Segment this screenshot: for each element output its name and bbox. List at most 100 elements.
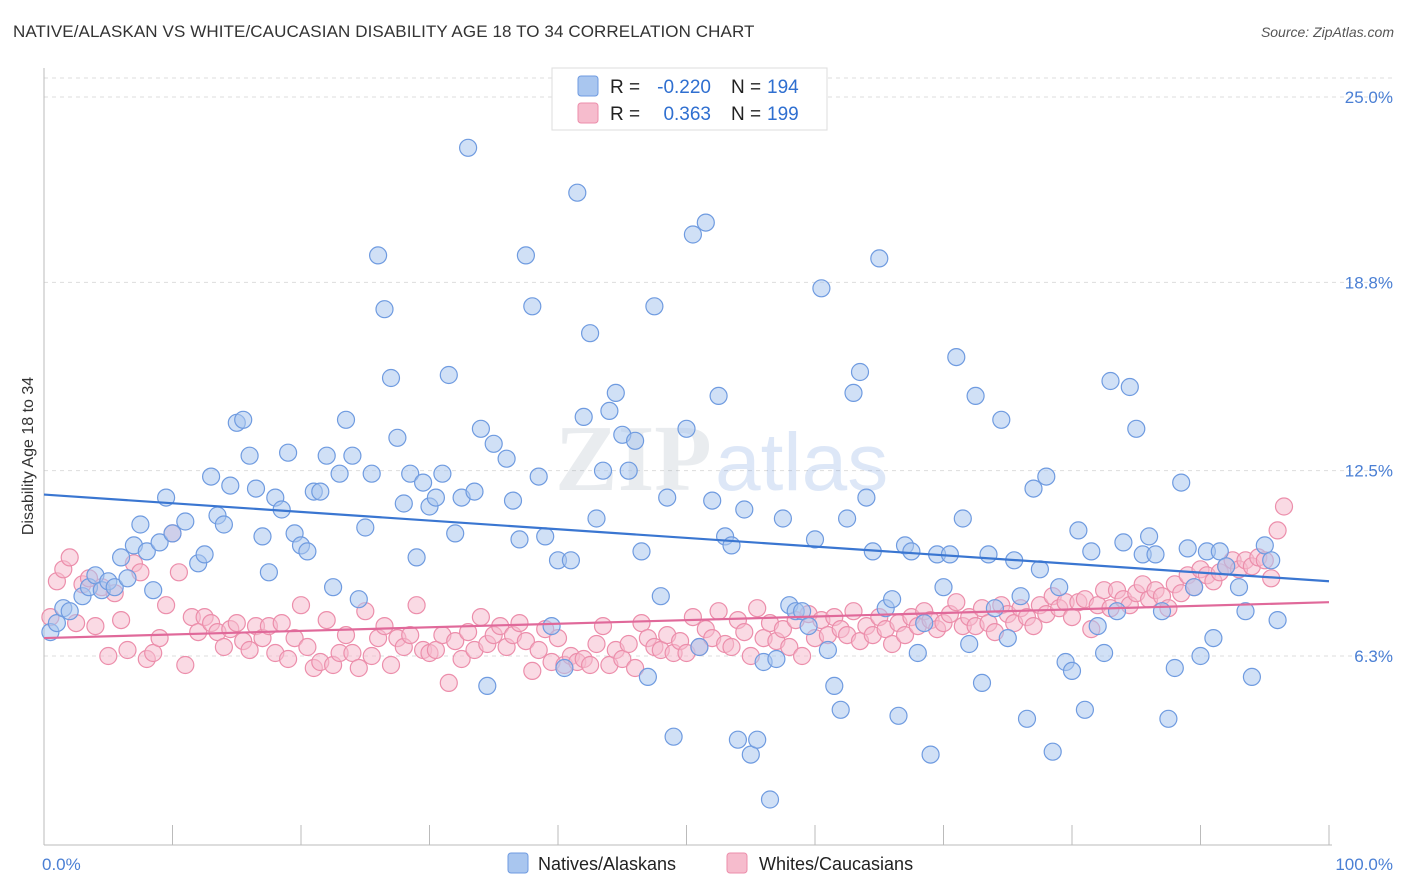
whites-caucasians-point-141: [947, 593, 966, 612]
whites-caucasians-point-85: [587, 634, 606, 654]
natives-alaskans-points: [41, 138, 1287, 809]
whites-caucasians-point-89: [613, 649, 632, 669]
natives-alaskans-point-16: [150, 533, 169, 552]
natives-alaskans-point-140: [972, 673, 992, 693]
whites-caucasians-point-47: [343, 643, 362, 663]
natives-alaskans-point-22: [202, 467, 221, 486]
natives-alaskans-point-98: [703, 491, 722, 510]
legend-n-value-1: 194: [767, 77, 799, 98]
natives-alaskans-point-183: [1262, 551, 1281, 570]
whites-caucasians-points: [41, 497, 1294, 693]
natives-alaskans-point-161: [1107, 602, 1127, 621]
natives-alaskans-point-71: [523, 297, 542, 316]
whites-caucasians-point-108: [735, 622, 754, 642]
natives-alaskans-point-90: [645, 297, 664, 316]
whites-caucasians-point-21: [176, 655, 195, 675]
whites-caucasians-point-133: [895, 625, 915, 645]
whites-caucasians-point-57: [407, 596, 426, 615]
natives-alaskans-point-136: [947, 348, 966, 367]
natives-alaskans-trend-line: [43, 493, 1330, 583]
natives-alaskans-point-134: [934, 578, 953, 597]
whites-caucasians-point-48: [349, 658, 368, 678]
natives-alaskans-point-130: [908, 643, 927, 663]
natives-alaskans-point-67: [497, 449, 516, 468]
natives-alaskans-point-31: [259, 563, 278, 582]
natives-alaskans-point-172: [1178, 539, 1197, 558]
natives-alaskans-point-41: [324, 578, 343, 597]
natives-alaskans-point-48: [369, 246, 388, 265]
natives-alaskans-point-117: [825, 676, 844, 696]
whites-caucasians-point-91: [625, 658, 645, 678]
natives-alaskans-point-105: [748, 730, 767, 749]
whites-caucasians-point-86: [593, 616, 613, 636]
whites-caucasians-point-18: [157, 596, 176, 615]
natives-alaskans-point-30: [253, 527, 272, 546]
whites-caucasians-point-117: [792, 646, 812, 666]
whites-caucasians-point-20: [169, 563, 188, 582]
natives-alaskans-point-43: [336, 410, 356, 429]
natives-alaskans-point-127: [889, 706, 908, 725]
whites-caucasians-point-27: [214, 637, 233, 657]
x-axis-tick-marks: [43, 825, 1330, 845]
natives-alaskans-point-151: [1043, 742, 1062, 761]
natives-alaskans-point-78: [568, 183, 587, 202]
natives-alaskans-point-44: [343, 446, 362, 465]
whites-caucasians-point-73: [510, 613, 529, 633]
natives-alaskans-point-115: [812, 279, 831, 298]
natives-alaskans-point-169: [1159, 709, 1178, 728]
legend-r-label-1: R =: [610, 77, 640, 98]
whites-caucasians-point-43: [317, 610, 336, 630]
natives-alaskans-point-138: [960, 634, 979, 654]
whites-caucasians-point-52: [375, 616, 394, 636]
whites-caucasians-point-37: [279, 649, 298, 669]
natives-alaskans-point-11: [118, 569, 137, 588]
whites-caucasians-point-115: [780, 637, 799, 657]
natives-alaskans-point-116: [818, 640, 838, 660]
natives-alaskans-point-53: [401, 464, 420, 483]
natives-alaskans-point-176: [1204, 628, 1223, 648]
whites-caucasians-point-53: [381, 655, 401, 675]
natives-alaskans-point-84: [606, 383, 625, 402]
whites-caucasians-point-76: [529, 640, 548, 660]
natives-alaskans-point-137: [953, 509, 972, 528]
natives-alaskans-point-69: [510, 530, 529, 549]
natives-alaskans-point-142: [985, 599, 1005, 618]
legend-series-natives: Natives/Alaskans: [538, 854, 676, 874]
legend-swatch-blue: [577, 75, 599, 97]
natives-alaskans-point-181: [1242, 667, 1262, 687]
legend-n-value-2: 199: [767, 104, 799, 125]
natives-alaskans-point-9: [105, 578, 124, 597]
whites-caucasians-point-100: [683, 607, 703, 627]
natives-alaskans-point-152: [1050, 578, 1069, 597]
natives-alaskans-point-14: [137, 542, 156, 561]
natives-alaskans-point-163: [1120, 377, 1139, 397]
natives-alaskans-point-120: [844, 383, 863, 402]
whites-caucasians-point-131: [882, 634, 902, 654]
y-tick-label-0: 6.3%: [1354, 647, 1393, 666]
whites-caucasians-point-92: [632, 613, 651, 633]
watermark: ZIP atlas: [555, 407, 888, 511]
natives-alaskans-point-174: [1191, 646, 1210, 666]
bottom-legend-swatch-blue: [507, 852, 529, 874]
whites-caucasians-point-23: [189, 622, 208, 642]
natives-alaskans-point-80: [580, 324, 600, 343]
whites-caucasians-trend-line: [43, 601, 1330, 640]
whites-caucasians-point-114: [773, 619, 793, 639]
natives-alaskans-point-171: [1172, 473, 1191, 492]
x-tick-label-min: 0.0%: [42, 855, 81, 874]
natives-alaskans-point-99: [709, 386, 728, 405]
natives-alaskans-point-3: [60, 602, 79, 621]
natives-alaskans-point-45: [349, 590, 368, 609]
natives-alaskans-point-73: [536, 527, 555, 546]
natives-alaskans-point-39: [311, 482, 330, 501]
whites-caucasians-point-9: [99, 646, 118, 666]
y-tick-label-3: 25.0%: [1345, 88, 1393, 107]
stats-legend: R = -0.220 N = 194 R = 0.363 N = 199: [551, 67, 828, 131]
legend-r-label-2: R =: [610, 104, 640, 125]
natives-alaskans-point-91: [651, 587, 670, 606]
whites-caucasians-point-84: [580, 655, 600, 675]
natives-alaskans-point-50: [381, 368, 401, 388]
natives-alaskans-point-179: [1229, 578, 1249, 597]
natives-alaskans-point-29: [246, 479, 266, 498]
